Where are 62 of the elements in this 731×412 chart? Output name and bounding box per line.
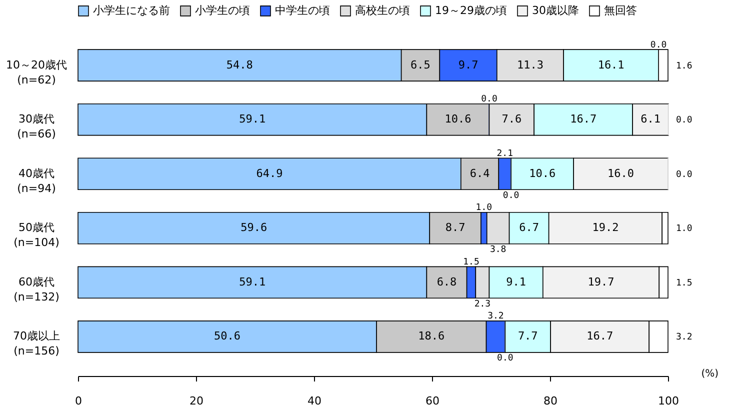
data-label: 2.1 (496, 148, 513, 159)
data-label: 10.6 (444, 112, 472, 126)
data-label: 6.5 (410, 58, 430, 72)
data-label: 6.1 (640, 112, 661, 126)
data-label: 16.7 (586, 330, 614, 343)
data-label: 19.2 (592, 221, 619, 234)
data-label: 0.0 (676, 170, 692, 180)
data-label: 6.7 (519, 221, 539, 234)
data-label: 59.1 (239, 275, 266, 288)
data-label: 2.3 (474, 299, 491, 310)
data-label: 3.2 (676, 332, 692, 343)
data-label: 1.5 (676, 278, 692, 288)
data-label: 3.2 (488, 312, 504, 322)
data-label: 54.8 (226, 58, 253, 72)
x-tick-label: 40 (308, 394, 322, 408)
y-tick-label: 30歳代 (n=66) (17, 112, 56, 141)
x-tick-label: 100 (658, 394, 679, 408)
data-label: 11.3 (516, 58, 544, 72)
data-label: 0.0 (502, 190, 520, 201)
data-label: 16.7 (570, 112, 597, 126)
data-label: 16.1 (598, 58, 624, 72)
x-tick-label: 60 (426, 394, 440, 408)
data-label: 1.6 (676, 61, 692, 72)
data-label: 0.0 (650, 40, 667, 50)
x-axis-title: (%) (701, 368, 719, 380)
data-label: 0.0 (497, 354, 514, 364)
legend-label: 小学生になる前 (93, 4, 170, 17)
data-label: 6.8 (436, 275, 457, 288)
legend-label: 小学生の頃 (195, 4, 250, 17)
data-label: 6.4 (470, 166, 490, 180)
data-label: 0.0 (676, 116, 692, 126)
data-label: 9.7 (458, 58, 478, 72)
y-tick-label: 40歳代 (n=94) (17, 166, 56, 195)
x-tick-label: 20 (190, 394, 204, 408)
y-tick-label: 70歳以上 (n=156) (13, 330, 60, 358)
data-label: 64.9 (256, 166, 283, 180)
legend-label: 19～29歳の頃 (435, 4, 507, 17)
legend-label: 無回答 (604, 4, 637, 17)
y-tick-label: 60歳代 (n=132) (14, 275, 60, 304)
y-tick-label: 10～20歳代 (n=62) (6, 58, 67, 86)
data-label: 1.0 (676, 224, 692, 234)
data-label: 9.1 (506, 275, 526, 288)
y-tick-label: 50歳代 (n=104) (14, 221, 60, 250)
data-label: 19.7 (588, 275, 614, 288)
x-tick-label: 80 (544, 394, 558, 408)
data-label: 0.0 (481, 94, 498, 105)
legend-label: 中学生の頃 (275, 4, 330, 17)
data-label: 1.0 (476, 203, 492, 214)
data-label: 7.7 (518, 330, 538, 343)
data-label: 8.7 (445, 221, 466, 234)
legend-label: 30歳以降 (532, 4, 579, 17)
data-label: 1.5 (463, 257, 480, 268)
legend-label: 高校生の頃 (355, 4, 410, 17)
data-label: 7.6 (502, 112, 522, 126)
data-label: 16.0 (608, 166, 634, 180)
data-label: 50.6 (214, 330, 241, 343)
data-label: 59.6 (240, 221, 268, 234)
data-label: 18.6 (418, 330, 445, 343)
data-label: 3.8 (490, 245, 506, 256)
x-tick-label: 0 (75, 394, 82, 408)
data-label: 59.1 (239, 112, 266, 126)
data-label: 10.6 (529, 166, 556, 180)
